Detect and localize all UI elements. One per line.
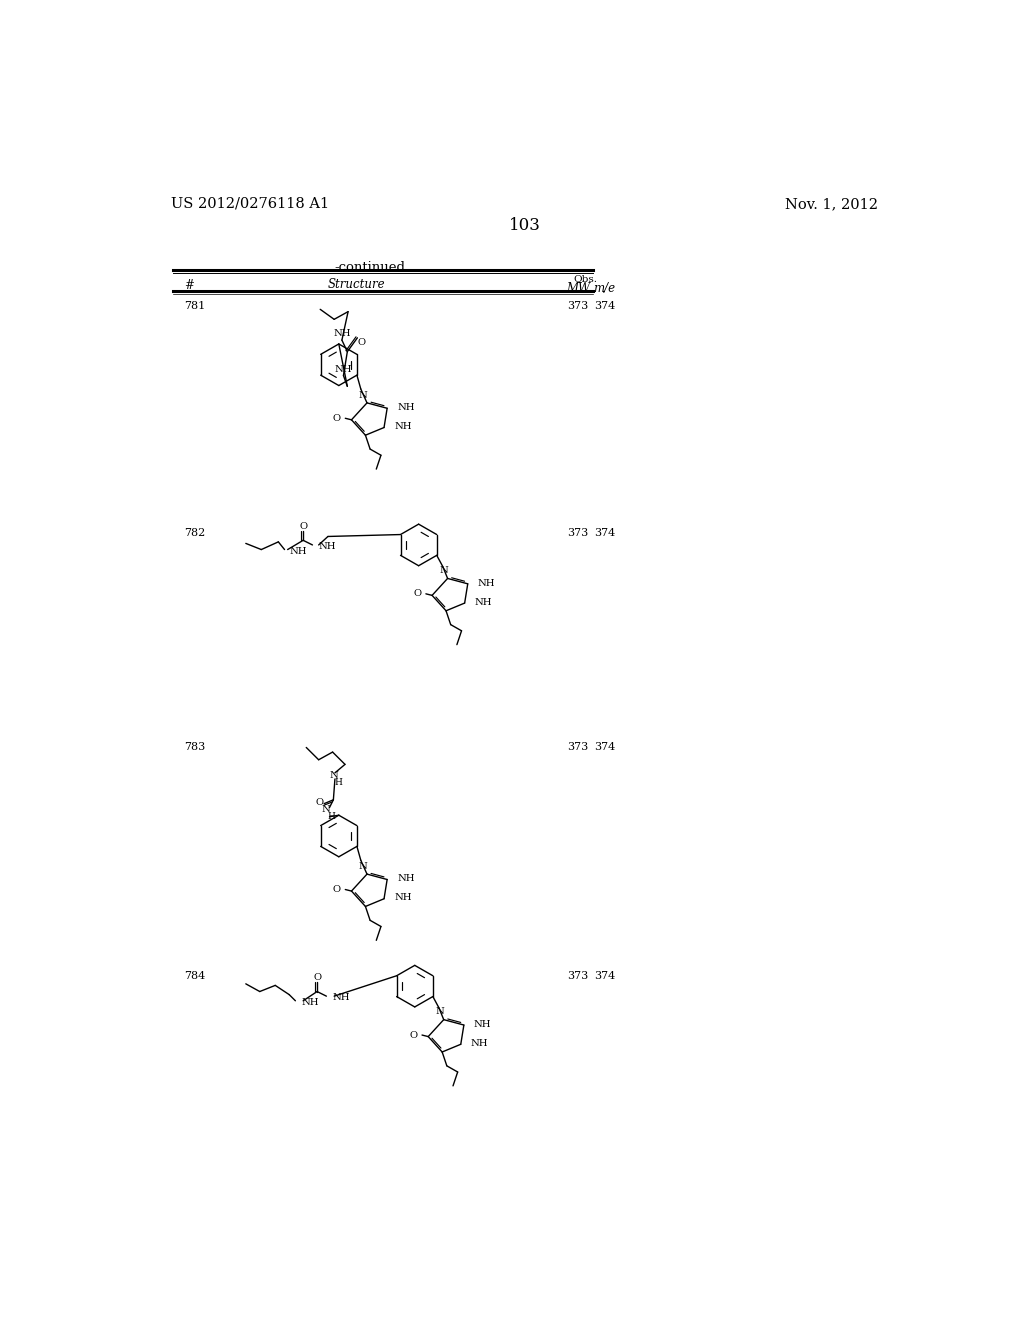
Text: H: H — [327, 812, 335, 821]
Text: NH: NH — [333, 330, 350, 338]
Text: NH: NH — [302, 998, 319, 1007]
Text: 784: 784 — [184, 970, 206, 981]
Text: N: N — [322, 805, 330, 814]
Text: NH: NH — [394, 894, 412, 903]
Text: N: N — [358, 391, 368, 400]
Text: NH: NH — [475, 598, 493, 607]
Text: -continued: -continued — [334, 261, 406, 273]
Text: H: H — [335, 777, 343, 787]
Text: Obs.: Obs. — [573, 275, 598, 284]
Text: N: N — [435, 1007, 444, 1016]
Text: 373: 373 — [567, 301, 589, 310]
Text: N: N — [358, 862, 368, 871]
Text: N: N — [329, 771, 338, 780]
Text: O: O — [413, 589, 421, 598]
Text: Nov. 1, 2012: Nov. 1, 2012 — [785, 197, 879, 211]
Text: 373: 373 — [567, 742, 589, 752]
Text: NH: NH — [478, 578, 496, 587]
Text: MW: MW — [566, 281, 590, 294]
Text: NH: NH — [474, 1020, 492, 1028]
Text: 374: 374 — [595, 742, 615, 752]
Text: 374: 374 — [595, 528, 615, 539]
Text: 373: 373 — [567, 970, 589, 981]
Text: NH: NH — [394, 422, 412, 432]
Text: O: O — [333, 884, 341, 894]
Text: NH: NH — [335, 364, 352, 374]
Text: O: O — [410, 1031, 418, 1040]
Text: O: O — [299, 521, 307, 531]
Text: NH: NH — [471, 1039, 488, 1048]
Text: NH: NH — [397, 403, 415, 412]
Text: O: O — [357, 338, 366, 347]
Text: 782: 782 — [184, 528, 206, 539]
Text: 781: 781 — [184, 301, 206, 310]
Text: 373: 373 — [567, 528, 589, 539]
Text: NH: NH — [333, 993, 350, 1002]
Text: 374: 374 — [595, 301, 615, 310]
Text: #: # — [184, 279, 195, 292]
Text: O: O — [315, 797, 324, 807]
Text: N: N — [439, 566, 449, 576]
Text: 783: 783 — [184, 742, 206, 752]
Text: 103: 103 — [509, 216, 541, 234]
Text: US 2012/0276118 A1: US 2012/0276118 A1 — [171, 197, 329, 211]
Text: NH: NH — [397, 874, 415, 883]
Text: m/e: m/e — [593, 281, 615, 294]
Text: NH: NH — [290, 546, 307, 556]
Text: O: O — [313, 973, 322, 982]
Text: NH: NH — [318, 543, 336, 550]
Text: Structure: Structure — [328, 277, 385, 290]
Text: O: O — [333, 413, 341, 422]
Text: 374: 374 — [595, 970, 615, 981]
